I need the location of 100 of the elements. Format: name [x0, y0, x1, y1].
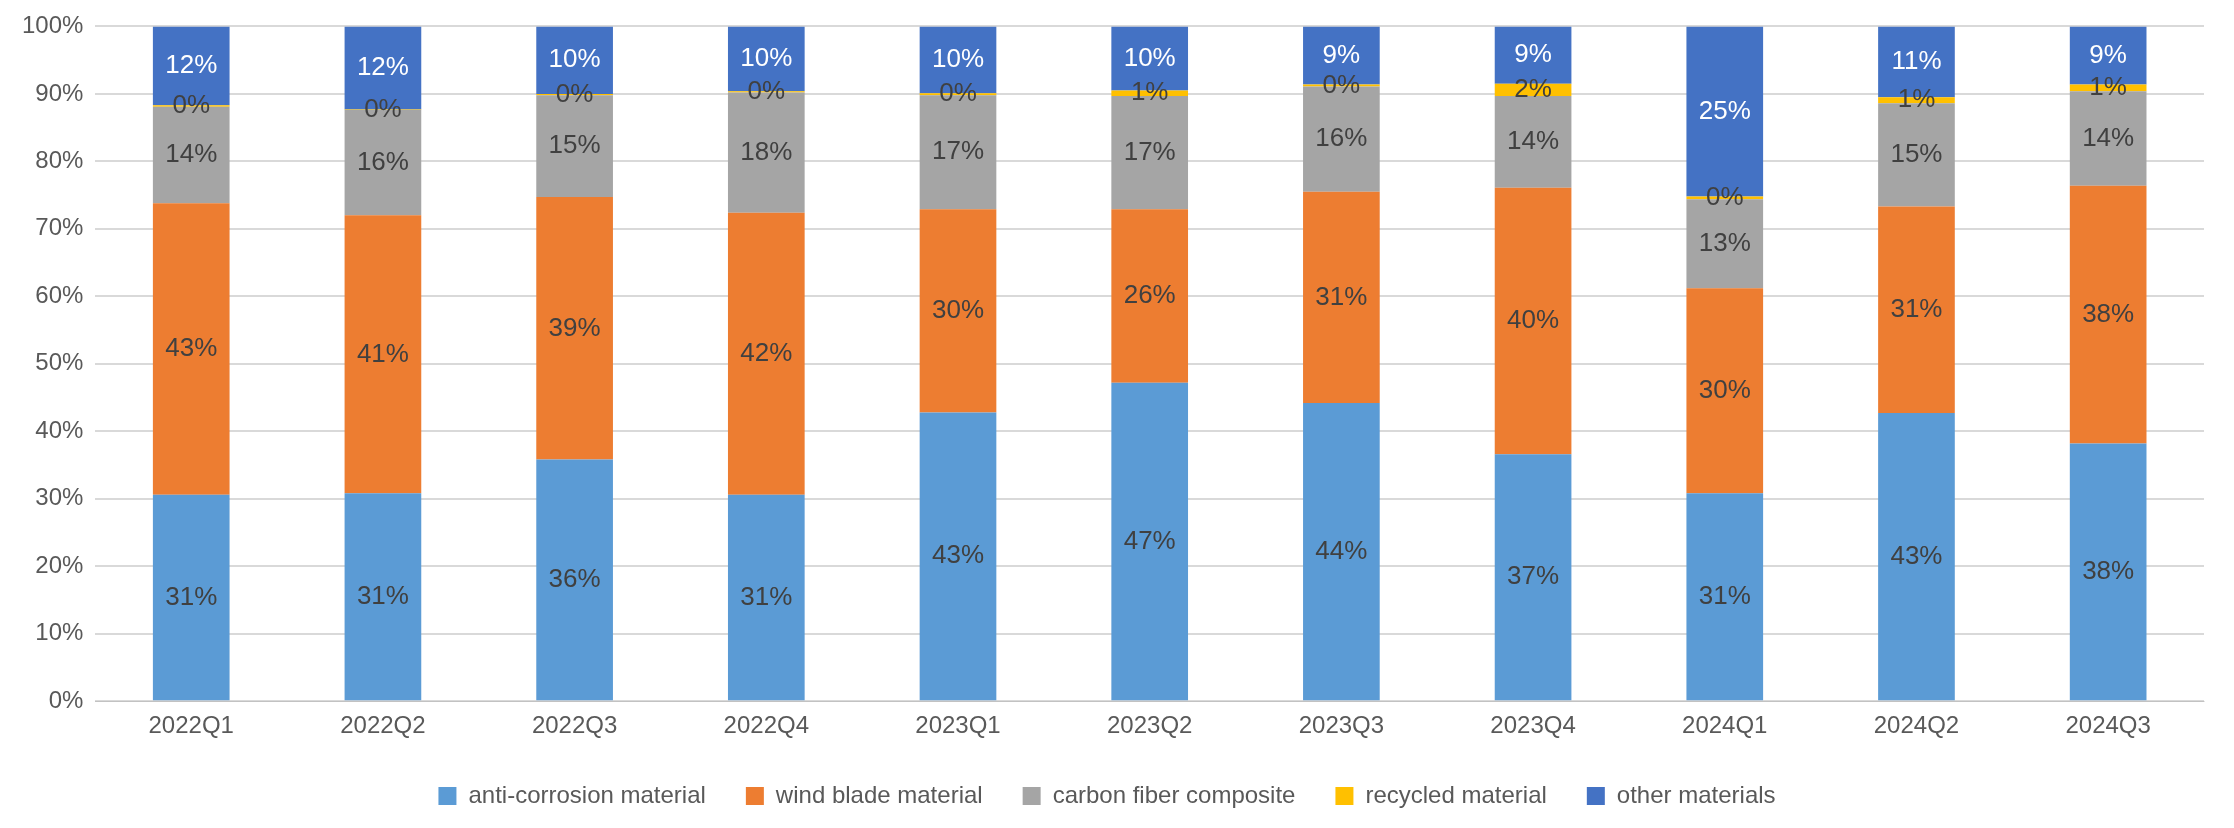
data-label: 0% [939, 77, 977, 108]
data-label: 14% [2082, 121, 2135, 152]
data-label: 26% [1123, 279, 1176, 310]
data-label: 47% [1123, 524, 1176, 555]
data-label: 31% [1698, 579, 1751, 610]
bar [1494, 454, 1572, 701]
x-tick-label: 2024Q3 [2065, 711, 2151, 739]
legend-label: wind blade material [774, 780, 983, 808]
x-tick-label: 2022Q2 [340, 711, 426, 739]
data-label: 10% [1123, 41, 1176, 72]
data-label: 31% [740, 580, 793, 611]
y-tick-label: 60% [35, 280, 84, 308]
legend-label: other materials [1616, 780, 1776, 808]
legend-label: carbon fiber composite [1052, 780, 1296, 808]
data-label: 9% [1322, 38, 1361, 69]
data-label: 36% [548, 563, 601, 594]
data-label: 9% [1514, 38, 1552, 69]
x-tick-label: 2022Q3 [531, 711, 618, 739]
bar [1878, 206, 1955, 414]
y-tick-label: 80% [35, 145, 84, 173]
data-label: 31% [1890, 292, 1943, 323]
x-tick-label: 2024Q1 [1682, 711, 1768, 739]
bar [1111, 382, 1189, 701]
y-tick-label: 100% [21, 11, 84, 39]
data-label: 40% [1507, 304, 1560, 335]
data-label: 1% [1130, 76, 1169, 107]
bar [1303, 191, 1380, 403]
data-label: 17% [931, 135, 985, 166]
data-label: 15% [548, 129, 601, 160]
data-label: 10% [548, 43, 601, 74]
data-label: 43% [165, 332, 218, 363]
y-tick-label: 30% [35, 483, 84, 511]
data-label: 13% [1698, 226, 1751, 257]
x-tick-label: 2023Q4 [1490, 711, 1576, 739]
data-label: 12% [356, 51, 409, 82]
data-label: 44% [1315, 534, 1368, 565]
data-label: 12% [165, 49, 218, 80]
data-label: 43% [1890, 539, 1943, 570]
data-label: 43% [931, 539, 985, 570]
y-tick-label: 20% [35, 550, 84, 578]
y-tick-label: 70% [35, 213, 84, 241]
x-tick-label: 2022Q1 [148, 711, 234, 739]
data-label: 11% [1891, 45, 1942, 75]
data-label: 18% [740, 135, 793, 166]
bar [1111, 209, 1189, 383]
data-label: 41% [356, 337, 409, 368]
bar [1878, 413, 1955, 701]
bar [2069, 185, 2147, 444]
data-label: 14% [1507, 124, 1560, 155]
data-label: 9% [2089, 38, 2127, 69]
data-label: 16% [1315, 122, 1368, 153]
data-label: 42% [740, 336, 793, 367]
data-label: 0% [172, 89, 211, 120]
data-label: 16% [356, 145, 409, 176]
bar [2069, 443, 2147, 701]
data-label: 30% [931, 294, 985, 324]
y-tick-label: 0% [48, 685, 84, 713]
bar [1494, 95, 1572, 188]
bar [727, 494, 805, 701]
legend-label: anti-corrosion material [468, 780, 706, 808]
data-label: 17% [1123, 135, 1176, 166]
bar [152, 494, 230, 701]
data-label: 38% [2082, 554, 2135, 585]
data-label: 38% [2082, 297, 2135, 328]
y-tick-label: 90% [35, 78, 84, 106]
bar [1494, 187, 1572, 455]
data-label: 0% [1705, 180, 1744, 211]
x-tick-label: 2024Q2 [1873, 711, 1960, 739]
bar [919, 209, 997, 413]
bar [1686, 288, 1764, 494]
x-tick-label: 2023Q1 [915, 711, 1001, 739]
data-label: 25% [1698, 94, 1751, 125]
data-label: 15% [1890, 138, 1943, 169]
x-tick-label: 2022Q4 [723, 711, 810, 739]
bar [152, 203, 230, 495]
data-label: 39% [548, 311, 601, 342]
bar [1686, 493, 1764, 701]
data-label: 31% [1315, 280, 1368, 311]
data-label: 31% [356, 579, 409, 610]
bar [727, 212, 805, 495]
data-label: 0% [1322, 68, 1361, 99]
bar [919, 412, 997, 701]
data-label: 1% [1897, 83, 1936, 114]
y-tick-label: 40% [35, 415, 84, 443]
bar [344, 215, 422, 494]
data-label: 14% [165, 138, 218, 169]
data-label: 31% [165, 580, 218, 611]
bar [536, 459, 613, 701]
y-tick-label: 10% [35, 618, 84, 646]
data-label: 10% [740, 41, 793, 72]
bar [536, 197, 613, 460]
data-label: 1% [2089, 70, 2127, 101]
x-tick-label: 2023Q2 [1106, 711, 1193, 739]
data-label: 37% [1507, 560, 1560, 591]
y-tick-label: 50% [35, 348, 84, 376]
bar [1303, 402, 1380, 701]
bar [344, 493, 422, 701]
data-label: 30% [1698, 373, 1751, 404]
legend-label: recycled material [1365, 780, 1547, 808]
x-tick-label: 2023Q3 [1298, 711, 1385, 739]
